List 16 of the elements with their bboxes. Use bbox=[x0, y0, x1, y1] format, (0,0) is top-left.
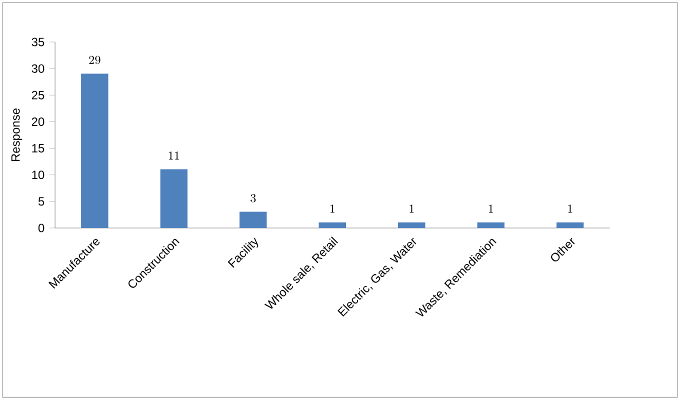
data-label: 1 bbox=[488, 204, 493, 213]
data-label: 1 bbox=[568, 204, 572, 213]
data-label: 11 bbox=[168, 152, 180, 160]
data-label: 1 bbox=[330, 204, 334, 213]
y-tick-label: 20 bbox=[32, 117, 44, 126]
data-label: 3 bbox=[250, 194, 256, 202]
y-tick-label: 10 bbox=[32, 170, 44, 180]
y-axis-title: Response bbox=[11, 108, 22, 162]
data-label: 1 bbox=[410, 204, 414, 213]
y-tick-label: 25 bbox=[32, 90, 44, 100]
y-tick-label: 15 bbox=[32, 144, 44, 152]
y-tick-label: 5 bbox=[38, 197, 44, 206]
y-tick-label: 35 bbox=[32, 38, 44, 46]
data-label: 29 bbox=[89, 56, 100, 64]
y-tick-label: 30 bbox=[32, 64, 44, 73]
y-tick-label: 0 bbox=[38, 224, 44, 232]
